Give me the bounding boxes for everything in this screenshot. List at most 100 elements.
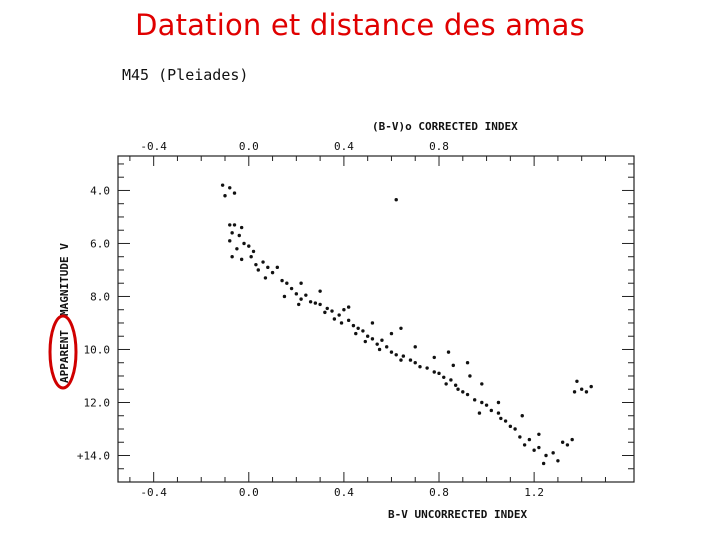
data-point bbox=[242, 241, 246, 246]
data-point bbox=[270, 270, 275, 275]
data-point bbox=[365, 334, 370, 338]
data-point bbox=[565, 443, 570, 447]
data-point bbox=[346, 305, 351, 309]
data-point bbox=[484, 403, 489, 407]
data-point bbox=[520, 414, 524, 418]
data-point bbox=[453, 383, 458, 387]
data-point bbox=[228, 239, 232, 243]
data-point bbox=[418, 365, 422, 369]
x-tick-label: 1.2 bbox=[524, 486, 544, 499]
x2-tick-label: 0.4 bbox=[334, 140, 354, 153]
data-point bbox=[503, 419, 508, 423]
data-point bbox=[275, 265, 280, 270]
data-point bbox=[325, 306, 329, 311]
data-point bbox=[432, 355, 436, 360]
data-point bbox=[370, 337, 375, 341]
data-point bbox=[527, 437, 532, 442]
data-point bbox=[377, 347, 382, 352]
y-axis-title-group: APPARENT MAGNITUDE V bbox=[48, 243, 78, 390]
data-point bbox=[230, 231, 234, 235]
data-point bbox=[556, 459, 560, 463]
x-tick-label: 0.0 bbox=[239, 486, 259, 499]
data-point bbox=[254, 262, 258, 267]
data-point bbox=[401, 354, 406, 358]
data-point bbox=[299, 297, 303, 301]
data-point bbox=[399, 358, 403, 362]
data-point bbox=[297, 302, 301, 307]
data-point bbox=[589, 384, 593, 389]
data-point bbox=[496, 411, 501, 415]
data-point bbox=[425, 366, 429, 370]
data-point bbox=[313, 301, 318, 305]
data-point bbox=[354, 331, 358, 336]
data-point bbox=[461, 390, 465, 394]
slide-title: Datation et distance des amas bbox=[135, 8, 585, 42]
data-point bbox=[413, 345, 417, 349]
axis-ticks: 4.0 6.0 8.0 10.0 12.0 +14.0 -0.4 0.0 0.4 0.8 1.2 -0… bbox=[77, 140, 634, 499]
plot-border bbox=[117, 155, 635, 483]
data-point bbox=[477, 411, 482, 415]
x2-tick-label: 0.0 bbox=[239, 140, 259, 153]
data-point bbox=[444, 382, 448, 386]
data-point bbox=[337, 313, 341, 317]
data-point bbox=[361, 329, 365, 333]
data-point bbox=[266, 265, 270, 270]
data-point bbox=[363, 339, 367, 344]
data-point bbox=[508, 424, 513, 429]
data-point bbox=[263, 276, 268, 280]
y-tick-label: +14.0 bbox=[77, 449, 110, 462]
data-point bbox=[472, 398, 477, 402]
data-point bbox=[280, 278, 284, 283]
data-point bbox=[356, 326, 360, 330]
data-point bbox=[399, 326, 403, 330]
data-point bbox=[235, 247, 239, 251]
y-tick-label: 6.0 bbox=[90, 237, 110, 250]
data-point bbox=[518, 435, 522, 439]
data-point bbox=[437, 371, 441, 376]
data-point bbox=[480, 400, 484, 405]
data-point bbox=[323, 310, 327, 315]
red-circle-annotation bbox=[48, 314, 78, 390]
data-point bbox=[432, 370, 436, 374]
y-tick-label: 4.0 bbox=[90, 184, 110, 197]
data-point bbox=[342, 308, 346, 312]
data-point bbox=[232, 191, 237, 195]
data-point bbox=[465, 361, 470, 365]
bottom-axis-title: B-V UNCORRECTED INDEX bbox=[388, 508, 527, 521]
data-point bbox=[318, 289, 322, 293]
data-point bbox=[230, 255, 234, 259]
data-point bbox=[449, 378, 453, 382]
data-point bbox=[228, 186, 232, 190]
data-point bbox=[480, 382, 484, 386]
data-point bbox=[389, 350, 394, 354]
data-point bbox=[339, 321, 344, 325]
data-point bbox=[346, 318, 351, 323]
data-point bbox=[579, 387, 584, 391]
data-point bbox=[256, 268, 260, 272]
data-point bbox=[394, 198, 398, 202]
data-point bbox=[456, 387, 460, 391]
data-point bbox=[489, 408, 494, 413]
data-point bbox=[537, 445, 541, 450]
data-point bbox=[370, 321, 375, 325]
data-point bbox=[304, 293, 308, 297]
data-point bbox=[282, 294, 287, 299]
data-point bbox=[332, 317, 337, 321]
data-point bbox=[541, 461, 546, 466]
data-point bbox=[446, 350, 451, 354]
plot-frame bbox=[117, 155, 635, 483]
data-point bbox=[522, 443, 527, 447]
data-point bbox=[532, 448, 536, 452]
top-axis-title: (B-V)o CORRECTED INDEX bbox=[372, 120, 518, 133]
data-point bbox=[294, 292, 299, 296]
data-point bbox=[537, 432, 541, 436]
data-point bbox=[228, 223, 232, 227]
data-point bbox=[468, 374, 472, 378]
data-point bbox=[499, 416, 503, 421]
x2-tick-label: 0.8 bbox=[429, 140, 449, 153]
data-point bbox=[544, 453, 548, 458]
data-point bbox=[232, 223, 237, 227]
data-point bbox=[299, 281, 303, 285]
y-tick-label: 12.0 bbox=[84, 396, 111, 409]
